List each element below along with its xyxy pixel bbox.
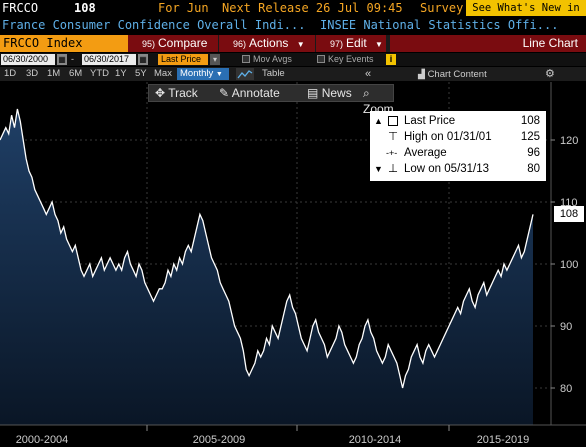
x-tick-label: 2010-2014 (349, 434, 402, 446)
security-description: France Consumer Confidence Overall Indi.… (2, 18, 306, 32)
edit-menu[interactable]: 97) Edit ▼ (316, 35, 386, 52)
key-events-checkbox[interactable] (317, 55, 325, 63)
period-6m[interactable]: 6M (69, 68, 83, 79)
survey-label: Survey (420, 1, 464, 15)
search-icon: ⌕ (363, 86, 370, 100)
chart-type-label: Line Chart (390, 35, 586, 52)
chart-legend[interactable]: ▲ Last Price 108 ⊤ High on 01/31/01 125 … (370, 111, 546, 181)
key-events-label: Key Events (328, 54, 374, 64)
period-ytd[interactable]: YTD (90, 68, 109, 79)
whats-new-button[interactable]: See What's New in GP (466, 0, 586, 30)
mov-avgs-checkbox[interactable] (242, 55, 250, 63)
ticker-symbol: FRCCO (2, 1, 39, 15)
data-source: INSEE National Statistics Offi... (320, 18, 559, 32)
ticker-field[interactable]: FRCCO Index (0, 35, 128, 52)
header-row: FRCCO 108 For Jun Next Release 26 Jul 09… (0, 0, 586, 30)
command-bar: FRCCO Index 95) Compare 96) Actions ▼ 97) E… (0, 35, 586, 52)
table-button[interactable]: Table (262, 68, 285, 79)
period-1m[interactable]: 1M (47, 68, 61, 79)
price-line (0, 108, 534, 389)
period-1d[interactable]: 1D (4, 68, 17, 79)
end-date-field[interactable]: 06/30/2017 (82, 54, 136, 65)
news-icon: ▤ (307, 86, 319, 100)
legend-high: ⊤ High on 01/31/01 125 (388, 131, 540, 143)
calendar-icon[interactable]: ▦ (57, 54, 67, 65)
start-date-field[interactable]: 06/30/2000 (1, 54, 55, 65)
chart-toolbar: ✥ Track ✎ Annotate ▤ News ⌕ Zoom (148, 84, 394, 116)
legend-last-price: ▲ Last Price 108 (374, 115, 540, 127)
chevron-down-icon: ▼ (215, 71, 223, 78)
y-tick-label: 90 (560, 321, 572, 333)
move-icon: ✥ (155, 86, 166, 100)
pencil-icon: ✎ (219, 86, 230, 100)
description-row: France Consumer Confidence Overall Indi.… (0, 16, 586, 34)
x-tick-label: 2005-2009 (193, 434, 246, 446)
color-swatch (388, 116, 398, 126)
chart-icon: ▟ (418, 69, 425, 79)
y-tick-label: 100 (560, 259, 578, 271)
current-value: 108 (74, 1, 96, 15)
period-bar: 1D 3D 1M 6M YTD 1Y 5Y Max Monthly ▼ Tabl… (0, 67, 586, 81)
line-chart-icon[interactable] (236, 68, 254, 80)
price-field-select[interactable]: Last Price (158, 54, 208, 65)
legend-average: -+- Average 96 (386, 147, 540, 159)
period-max[interactable]: Max (154, 68, 172, 79)
edit-label: Edit (346, 36, 367, 50)
dropdown-icon[interactable]: ▾ (210, 54, 220, 65)
actions-label: Actions (249, 36, 289, 50)
x-tick-label: 2015-2019 (477, 434, 530, 446)
last-price-flag: 108 (554, 206, 584, 222)
chevron-down-icon: ▼ (296, 40, 305, 49)
date-range-bar: 06/30/2000 ▦ - 06/30/2017 ▦ Last Price ▾… (0, 53, 586, 66)
mov-avgs-label: Mov Avgs (253, 54, 292, 64)
legend-low: ▼ ⊥ Low on 05/31/13 80 (374, 163, 540, 175)
period-label: For Jun (158, 1, 209, 15)
calendar-icon[interactable]: ▦ (138, 54, 148, 65)
chart-content-button[interactable]: ▟ Chart Content (418, 69, 487, 80)
period-1y[interactable]: 1Y (115, 68, 127, 79)
x-tick-label: 2000-2004 (16, 434, 69, 446)
chevron-down-icon: ▼ (375, 40, 383, 49)
annotate-tool[interactable]: ✎ Annotate (219, 86, 280, 100)
compare-label: Compare (158, 36, 208, 50)
compare-menu[interactable]: 95) Compare (128, 35, 218, 52)
collapse-icon[interactable]: « (365, 68, 372, 80)
period-3d[interactable]: 3D (26, 68, 39, 79)
price-area (0, 109, 533, 425)
y-tick-label: 120 (560, 135, 578, 147)
y-tick-label: 80 (560, 383, 572, 395)
x-axis-labels: 2000-2004 2005-2009 2010-2014 2015-2019 (16, 425, 530, 446)
actions-menu[interactable]: 96) Actions ▼ (219, 35, 315, 52)
period-5y[interactable]: 5Y (135, 68, 147, 79)
next-release: Next Release 26 Jul 09:45 (222, 1, 403, 15)
info-icon[interactable]: i (386, 54, 396, 65)
frequency-select[interactable]: Monthly ▼ (177, 68, 229, 80)
gear-icon[interactable]: ⚙ (545, 68, 555, 80)
news-tool[interactable]: ▤ News (307, 86, 352, 100)
track-tool[interactable]: ✥ Track (155, 86, 198, 100)
